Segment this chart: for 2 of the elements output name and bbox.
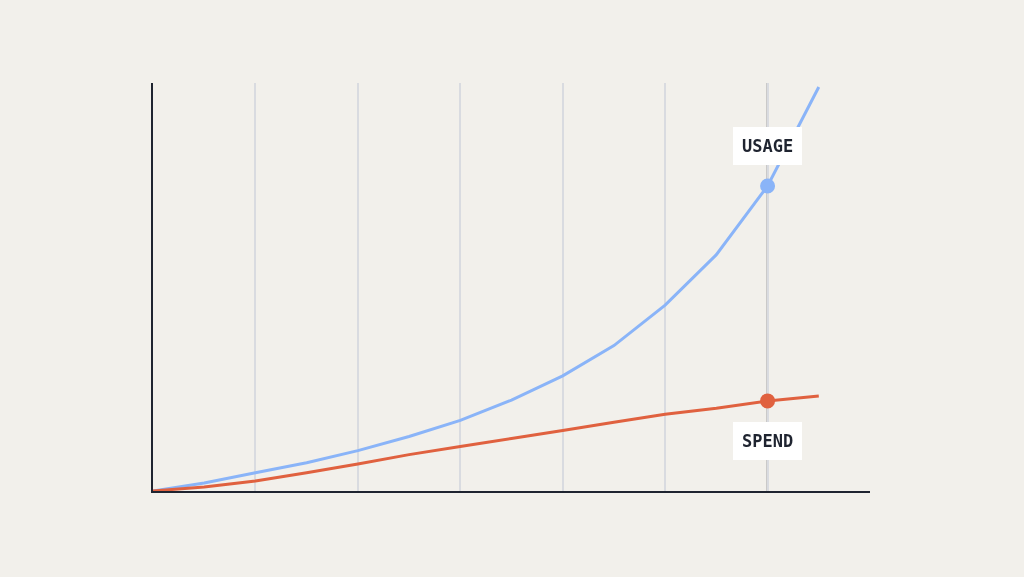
series-label: USAGE	[742, 136, 794, 156]
series-label: SPEND	[742, 431, 794, 451]
